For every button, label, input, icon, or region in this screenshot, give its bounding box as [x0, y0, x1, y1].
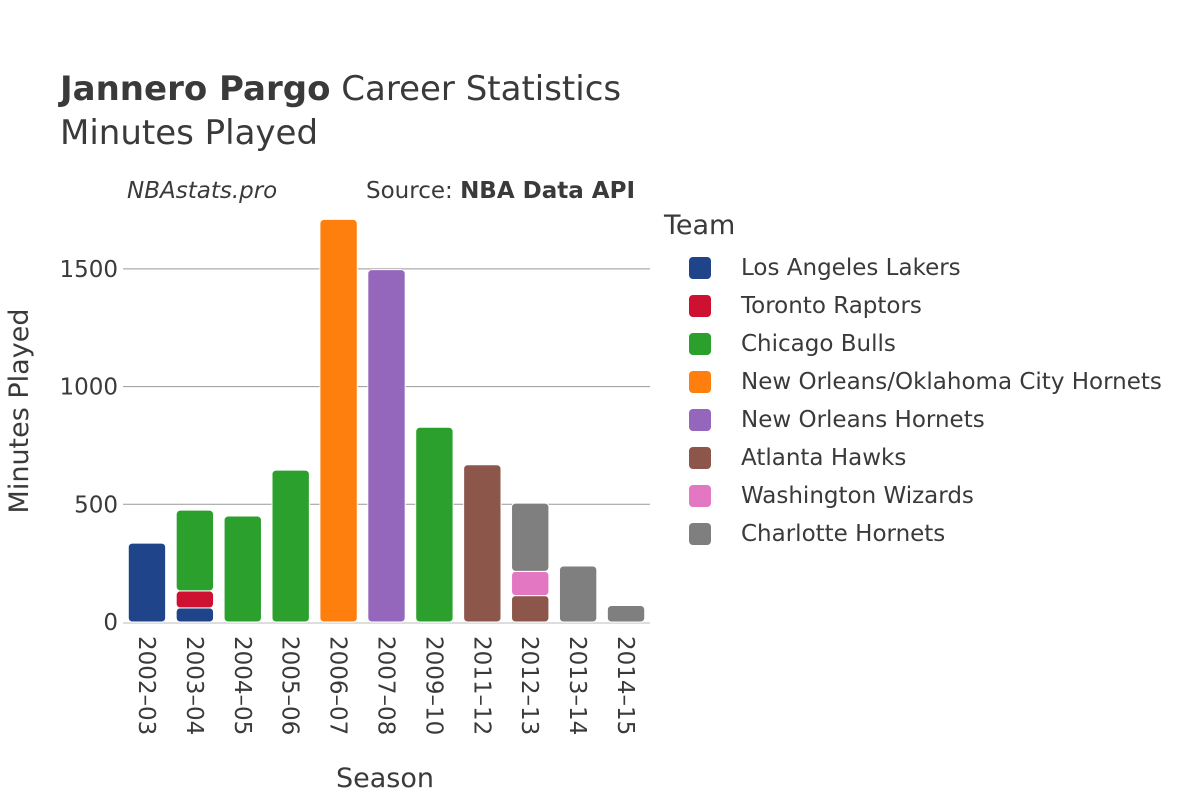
legend-item[interactable]: New Orleans/Oklahoma City Hornets	[664, 363, 1162, 401]
chart-title: Jannero Pargo Career Statistics	[60, 68, 621, 110]
bar-segment[interactable]	[415, 426, 454, 623]
source-name: NBA Data API	[460, 178, 635, 204]
legend-title: Team	[664, 210, 736, 241]
x-tick-label: 2011–12	[468, 636, 494, 735]
legend-item[interactable]: Chicago Bulls	[664, 325, 1162, 363]
title-rest: Career Statistics	[341, 69, 622, 109]
bar-segment[interactable]	[511, 502, 550, 572]
site-credit: NBAstats.pro	[127, 178, 278, 204]
legend-swatch	[689, 485, 711, 507]
y-tick-label: 1500	[59, 257, 118, 283]
legend-label: Charlotte Hornets	[741, 521, 946, 547]
legend-swatch	[689, 295, 711, 317]
legend-label: New Orleans Hornets	[741, 407, 985, 433]
legend-swatch	[689, 409, 711, 431]
x-tick-label: 2007–08	[373, 636, 399, 735]
legend-item[interactable]: Los Angeles Lakers	[664, 249, 1162, 287]
legend-label: Los Angeles Lakers	[741, 255, 961, 281]
legend-swatch	[689, 257, 711, 279]
legend: Team Los Angeles Lakers Toronto Raptors Ch…	[664, 210, 1162, 553]
bar-segment[interactable]	[511, 595, 550, 623]
bar-segment[interactable]	[367, 269, 406, 623]
x-tick-label: 2013–14	[564, 636, 590, 735]
legend-item[interactable]: New Orleans Hornets	[664, 401, 1162, 439]
legend-label: Toronto Raptors	[741, 293, 922, 319]
bar-segment[interactable]	[558, 565, 598, 623]
y-axis-label: Minutes Played	[4, 309, 35, 514]
bar-segment[interactable]	[175, 509, 215, 592]
y-axis-ticks: 0 500 1000 1500	[59, 257, 118, 636]
bar-segment[interactable]	[511, 570, 550, 597]
x-tick-label: 2005–06	[277, 636, 303, 735]
x-tick-label: 2003–04	[181, 636, 207, 735]
legend-label: Washington Wizards	[741, 483, 974, 509]
legend-items: Los Angeles Lakers Toronto Raptors Chicago…	[664, 249, 1162, 553]
bar-segment[interactable]	[175, 590, 215, 609]
x-axis-label: Season	[336, 763, 434, 794]
x-tick-label: 2012–13	[516, 636, 542, 735]
x-tick-label: 2006–07	[325, 636, 351, 735]
legend-item[interactable]: Charlotte Hornets	[664, 515, 1162, 553]
legend-label: Atlanta Hawks	[741, 445, 907, 471]
legend-swatch	[689, 447, 711, 469]
bar-segment[interactable]	[319, 218, 358, 623]
bar-segment[interactable]	[223, 515, 262, 623]
bar-segment[interactable]	[271, 469, 310, 623]
player-name: Jannero Pargo	[60, 69, 331, 109]
x-tick-label: 2002–03	[133, 636, 159, 735]
x-tick-label: 2014–15	[612, 636, 638, 735]
y-tick-label: 1000	[59, 375, 118, 401]
legend-label: New Orleans/Oklahoma City Hornets	[741, 369, 1162, 395]
bar-segment[interactable]	[463, 464, 502, 623]
legend-swatch	[689, 523, 711, 545]
legend-item[interactable]: Toronto Raptors	[664, 287, 1162, 325]
y-tick-label: 500	[74, 492, 118, 518]
legend-swatch	[689, 371, 711, 393]
bars	[127, 218, 646, 623]
bar-segment[interactable]	[606, 605, 646, 623]
source-prefix: Source:	[366, 178, 453, 204]
x-tick-label: 2009–10	[420, 636, 446, 735]
legend-item[interactable]: Washington Wizards	[664, 477, 1162, 515]
bar-segment[interactable]	[127, 542, 167, 623]
data-source: Source: NBA Data API	[366, 178, 635, 204]
x-tick-label: 2004–05	[229, 636, 255, 735]
legend-item[interactable]: Atlanta Hawks	[664, 439, 1162, 477]
legend-swatch	[689, 333, 711, 355]
bar-segment[interactable]	[175, 607, 215, 623]
x-axis-ticks: 2002–03 2003–04 2004–05 2005–06 2006–07 2007–…	[133, 636, 638, 735]
y-tick-label: 0	[103, 610, 118, 636]
legend-label: Chicago Bulls	[741, 331, 896, 357]
chart-subtitle: Minutes Played	[60, 113, 319, 153]
